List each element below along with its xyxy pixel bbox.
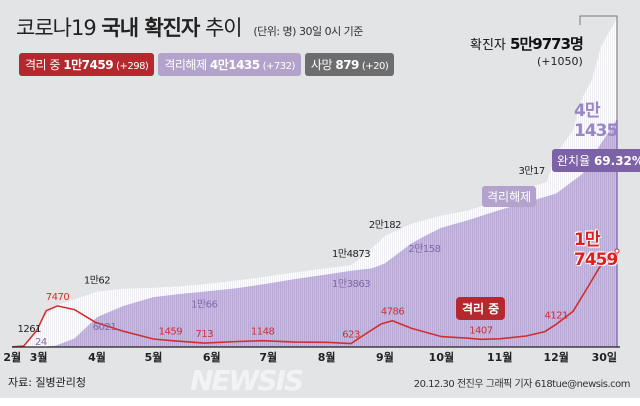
unit-note: (단위: 명) 30일 0시 기준 xyxy=(253,25,363,38)
badge-delta: (+20) xyxy=(361,61,389,72)
isolation-area-label: 격리 중 xyxy=(456,297,506,320)
annotation-label: 713 xyxy=(195,329,213,340)
released-area xyxy=(12,119,618,347)
badge-delta: (+732) xyxy=(262,61,296,72)
x-tick-label: 8월 xyxy=(318,350,336,364)
annotation-label: 24 xyxy=(35,337,47,348)
annotation-label: 1459 xyxy=(159,327,183,338)
x-tick-label: 9월 xyxy=(376,350,394,364)
annotation-label: 2만158 xyxy=(408,243,440,255)
watermark: NEWSIS xyxy=(190,364,304,397)
released-value: 4만1435 xyxy=(574,101,618,141)
isolation-line xyxy=(12,250,618,348)
badge-deaths: 사망 879 (+20) xyxy=(304,53,395,76)
x-tick-label: 7월 xyxy=(259,350,277,364)
isolation-value: 1만7459 xyxy=(574,230,618,270)
x-tick-label: 10월 xyxy=(429,350,454,364)
x-tick-label: 5월 xyxy=(145,350,163,364)
badge-delta: (+298) xyxy=(116,61,149,72)
confirmed-label: 확진자 xyxy=(470,38,506,53)
badge-value: 879 xyxy=(335,58,359,72)
annotation-label: 1만66 xyxy=(191,299,217,311)
recovery-rate-badge: 완치율 69.32% xyxy=(552,149,640,172)
recovery-value: 69.32% xyxy=(593,154,640,168)
annotation-label: 1만62 xyxy=(84,275,110,287)
annotation-label: 1만4873 xyxy=(332,248,370,260)
annotation-label: 7470 xyxy=(46,292,70,303)
confirmed-delta: (+1050) xyxy=(537,55,583,68)
title-suffix: 추이 xyxy=(204,16,243,40)
x-tick-label: 6월 xyxy=(203,350,221,364)
x-tick-label: 3월 xyxy=(30,350,48,364)
annotation-label: 1만3863 xyxy=(332,278,370,290)
released-area-label: 격리해제 xyxy=(482,186,537,207)
annotation-label: 1148 xyxy=(251,327,275,338)
x-tick-label: 11월 xyxy=(487,350,512,364)
credit-note: 20.12.30 전진우 그래픽 기자 618tue@newsis.com xyxy=(413,379,631,390)
annotation-label: 4786 xyxy=(381,307,405,318)
title-bold: 국내 확진자 xyxy=(101,16,200,40)
source-note: 자료: 질병관리청 xyxy=(8,376,87,389)
badge-released: 격리해제 4만1435 (+732) xyxy=(158,53,301,76)
x-tick-label: 2월 xyxy=(3,350,21,364)
summary-badges: 격리 중 1만7459 (+298) 격리해제 4만1435 (+732) 사망 8… xyxy=(19,53,395,76)
confirmed-value: 5만9773명 xyxy=(510,35,584,53)
badge-isolation: 격리 중 1만7459 (+298) xyxy=(19,53,155,76)
x-tick-label: 12월 xyxy=(543,350,568,364)
badge-value: 4만1435 xyxy=(209,58,260,72)
title-prefix: 코로나19 xyxy=(16,16,97,40)
badge-label: 사망 xyxy=(310,58,333,72)
confirmed-total: 확진자 5만9773명 xyxy=(470,33,584,54)
annotation-label: 3만17 xyxy=(519,165,545,177)
badge-value: 1만7459 xyxy=(63,58,114,72)
badge-label: 격리해제 xyxy=(164,58,207,72)
annotation-label: 4121 xyxy=(544,310,568,321)
page-title: 코로나19 국내 확진자 추이 (단위: 명) 30일 0시 기준 xyxy=(16,12,363,42)
badge-label: 격리 중 xyxy=(25,58,60,72)
annotation-label: 6021 xyxy=(93,322,117,333)
annotation-label: 1261 xyxy=(18,324,42,335)
x-tick-label: 4월 xyxy=(88,350,106,364)
isolation-end-marker xyxy=(614,248,620,254)
bottom-strip xyxy=(0,398,640,406)
x-tick-label: 30일 xyxy=(592,350,617,364)
annotation-label: 623 xyxy=(342,330,360,341)
recovery-label: 완치율 xyxy=(557,154,591,168)
annotation-label: 1407 xyxy=(469,325,493,336)
annotation-label: 2만182 xyxy=(369,219,401,231)
